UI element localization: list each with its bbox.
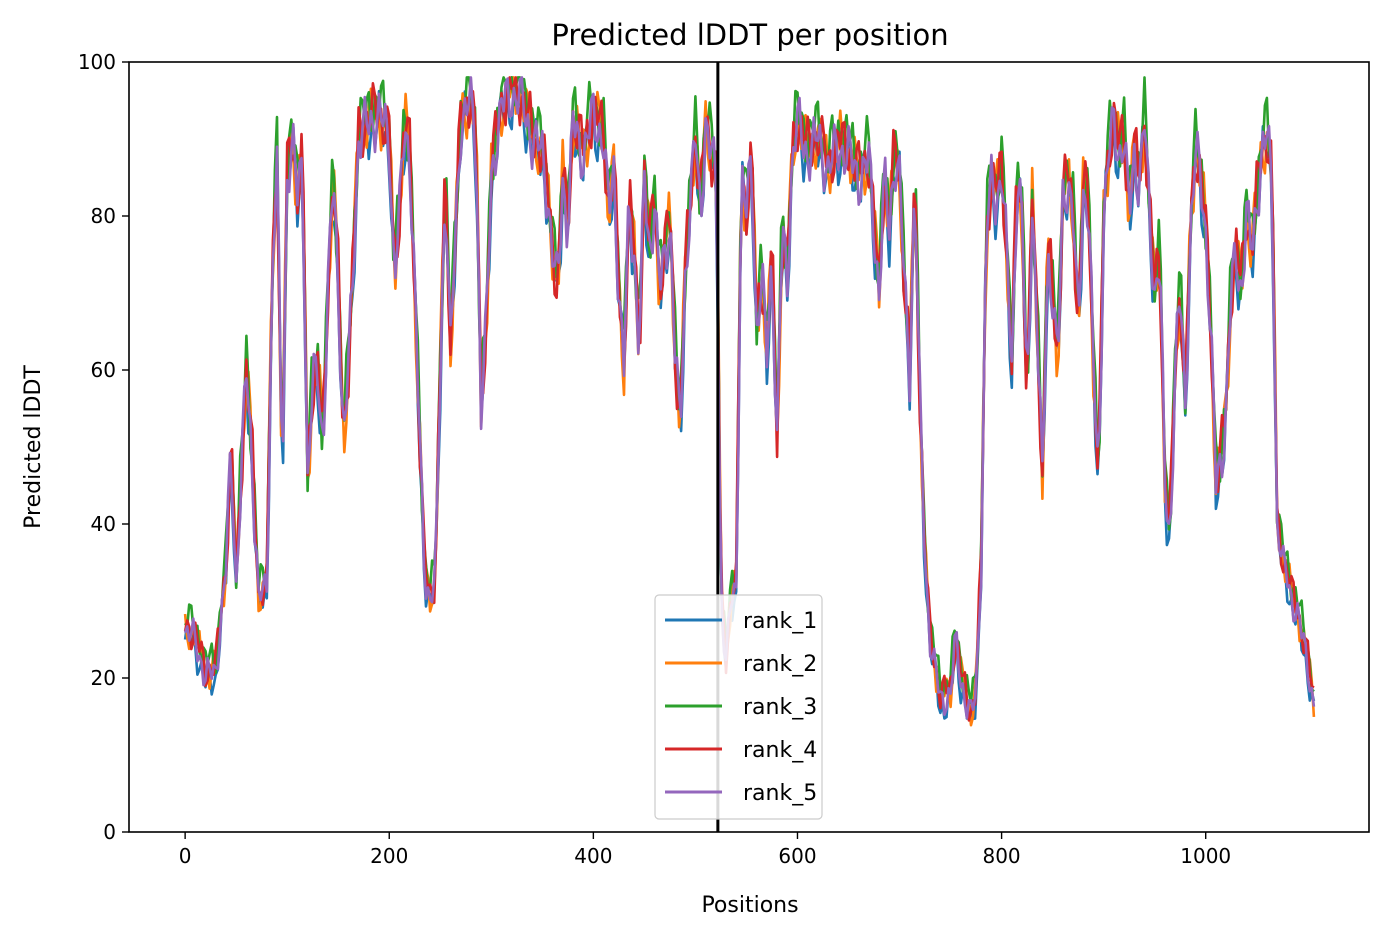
axes-frame: [128, 61, 1370, 833]
legend-label-rank_4: rank_4: [743, 738, 817, 763]
y-tick-label: 60: [91, 358, 116, 382]
legend-label-rank_5: rank_5: [743, 781, 817, 806]
x-tick-label: 1000: [1180, 844, 1231, 868]
y-tick-label: 100: [78, 50, 116, 74]
x-tick-label: 0: [179, 844, 192, 868]
y-axis-label: Predicted lDDT: [21, 365, 46, 529]
x-tick-label: 800: [982, 844, 1020, 868]
x-tick-label: 400: [574, 844, 612, 868]
y-tick-label: 40: [91, 512, 116, 536]
legend: rank_1 rank_2 rank_3 rank_4 rank_5: [654, 594, 823, 820]
legend-label-rank_3: rank_3: [743, 695, 817, 720]
legend-box: [654, 594, 823, 820]
y-tick-label: 20: [91, 666, 116, 690]
x-axis-ticks: 0 200 400 600 800 1000: [179, 832, 1231, 868]
x-tick-label: 200: [370, 844, 408, 868]
y-tick-label: 80: [91, 204, 116, 228]
series-layer: [183, 76, 1316, 727]
x-tick-label: 600: [778, 844, 816, 868]
rank_4-line: [183, 76, 1315, 722]
legend-label-rank_1: rank_1: [743, 609, 817, 634]
rank_5-line: [183, 76, 1316, 720]
x-axis-label: Positions: [701, 893, 798, 918]
chart-title: Predicted lDDT per position: [551, 18, 948, 52]
legend-label-rank_2: rank_2: [743, 652, 817, 677]
y-tick-label: 0: [103, 820, 116, 844]
y-axis-ticks: 0 20 40 60 80 100: [78, 50, 129, 844]
